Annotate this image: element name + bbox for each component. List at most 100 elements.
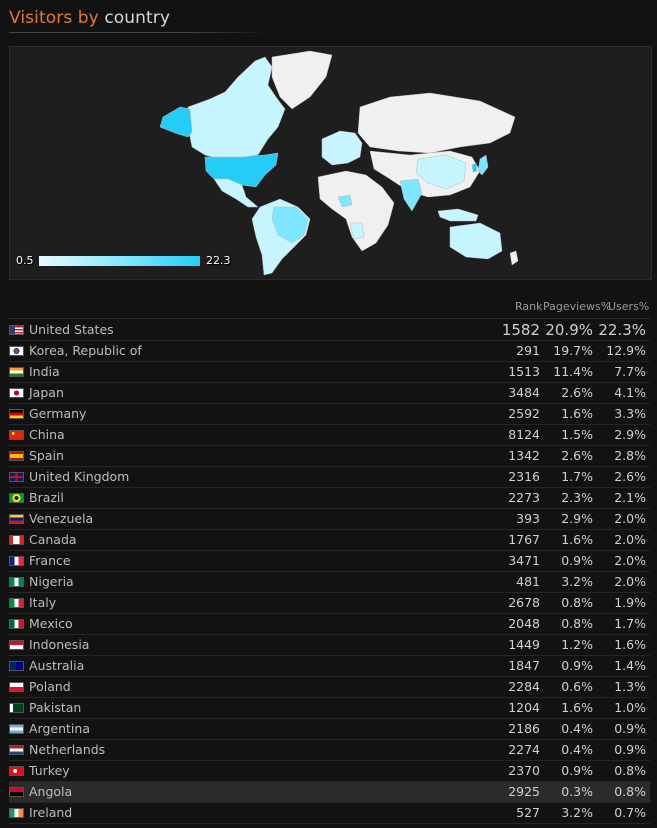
table-row[interactable]: France 3471 0.9% 2.0% [9,551,650,572]
table-row[interactable]: China 8124 1.5% 2.9% [9,425,650,446]
map-new-zealand[interactable] [509,250,519,266]
pageviews-value: 0.8% [561,616,593,631]
country-name[interactable]: Turkey [29,763,70,778]
country-name[interactable]: Germany [29,406,87,421]
country-name[interactable]: Canada [29,532,77,547]
map-russia[interactable] [357,92,516,154]
country-name[interactable]: Pakistan [29,700,82,715]
table-header: Rank Pageviews% Users% [9,300,650,319]
map-brazil[interactable] [271,206,309,244]
table-row[interactable]: Netherlands 2274 0.4% 0.9% [9,740,650,761]
map-africa[interactable] [317,170,395,252]
country-name[interactable]: Poland [29,679,71,694]
flag-icon [9,808,24,818]
table-row[interactable]: United States 1582 20.9% 22.3% [9,319,650,341]
map-canada[interactable] [187,56,286,160]
title-accent-text: Visitors by [9,8,99,28]
pageviews-value: 0.9% [561,553,593,568]
flag-icon [9,745,24,755]
rank-value: 2678 [508,595,540,610]
table-row[interactable]: United Kingdom 2316 1.7% 2.6% [9,467,650,488]
country-name[interactable]: Indonesia [29,637,90,652]
country-name[interactable]: Angola [29,784,73,799]
country-name[interactable]: China [29,427,65,442]
table-row[interactable]: Indonesia 1449 1.2% 1.6% [9,635,650,656]
country-name[interactable]: Spain [29,448,64,463]
users-value: 7.7% [614,364,646,379]
rank-value: 1767 [508,532,540,547]
map-australia[interactable] [449,222,503,260]
flag-icon [9,493,24,503]
pageviews-value: 1.6% [561,406,593,421]
table-row[interactable]: Nigeria 481 3.2% 2.0% [9,572,650,593]
rank-value: 393 [516,511,540,526]
country-name[interactable]: France [29,553,71,568]
map-korea[interactable] [471,162,478,173]
flag-icon [9,388,24,398]
table-row[interactable]: Canada 1767 1.6% 2.0% [9,530,650,551]
country-name[interactable]: Korea, Republic of [29,343,142,358]
country-name[interactable]: Australia [29,658,85,673]
country-name[interactable]: Brazil [29,490,64,505]
table-row[interactable]: Korea, Republic of 291 19.7% 12.9% [9,341,650,362]
flag-icon [9,598,24,608]
country-name[interactable]: Japan [29,385,64,400]
users-value: 3.3% [614,406,646,421]
table-row[interactable]: Ireland 527 3.2% 0.7% [9,803,650,824]
map-angola[interactable] [349,222,365,240]
table-row[interactable]: Venezuela 393 2.9% 2.0% [9,509,650,530]
country-name[interactable]: Nigeria [29,574,74,589]
pageviews-value: 0.4% [561,721,593,736]
rank-value: 1847 [508,658,540,673]
title-underline [9,32,269,33]
flag-icon [9,577,24,587]
table-row[interactable]: India 1513 11.4% 7.7% [9,362,650,383]
world-map [159,50,519,276]
title-main-text: country [104,8,171,28]
map-united-states[interactable] [204,152,279,188]
country-name[interactable]: Italy [29,595,57,610]
map-japan[interactable] [477,154,489,176]
pageviews-value: 0.3% [561,784,593,799]
map-india[interactable] [399,178,423,212]
header-rank[interactable]: Rank [515,300,543,313]
country-name[interactable]: Venezuela [29,511,94,526]
users-value: 1.9% [614,595,646,610]
table-row[interactable]: Brazil 2273 2.3% 2.1% [9,488,650,509]
rank-value: 1204 [508,700,540,715]
header-pageviews[interactable]: Pageviews% [543,300,612,313]
country-name[interactable]: India [29,364,60,379]
table-row[interactable]: Spain 1342 2.6% 2.8% [9,446,650,467]
table-row[interactable]: Turkey 2370 0.9% 0.8% [9,761,650,782]
country-name[interactable]: United States [29,322,114,337]
country-name[interactable]: Mexico [29,616,73,631]
flag-icon [9,451,24,461]
country-name[interactable]: United Kingdom [29,469,130,484]
map-indonesia[interactable] [437,208,479,222]
table-row[interactable]: Argentina 2186 0.4% 0.9% [9,719,650,740]
country-table: United States 1582 20.9% 22.3% Korea, Republ… [9,319,650,824]
map-europe[interactable] [321,130,363,166]
map-alaska[interactable] [159,106,193,138]
legend-gradient-bar [39,256,200,266]
country-name[interactable]: Netherlands [29,742,106,757]
table-row[interactable]: Mexico 2048 0.8% 1.7% [9,614,650,635]
table-row[interactable]: Germany 2592 1.6% 3.3% [9,404,650,425]
map-mexico[interactable] [213,178,259,208]
users-value: 2.6% [614,469,646,484]
country-name[interactable]: Argentina [29,721,90,736]
country-name[interactable]: Ireland [29,805,73,820]
rank-value: 1582 [501,321,540,339]
map-greenland[interactable] [271,50,333,110]
map-nigeria[interactable] [337,194,353,208]
flag-icon [9,472,24,482]
table-row[interactable]: Pakistan 1204 1.6% 1.0% [9,698,650,719]
table-row[interactable]: Poland 2284 0.6% 1.3% [9,677,650,698]
table-row[interactable]: Angola 2925 0.3% 0.8% [9,782,650,803]
map-china[interactable] [415,154,467,190]
table-row[interactable]: Italy 2678 0.8% 1.9% [9,593,650,614]
table-row[interactable]: Australia 1847 0.9% 1.4% [9,656,650,677]
table-row[interactable]: Japan 3484 2.6% 4.1% [9,383,650,404]
header-users[interactable]: Users% [608,300,650,313]
users-value: 0.8% [614,784,646,799]
